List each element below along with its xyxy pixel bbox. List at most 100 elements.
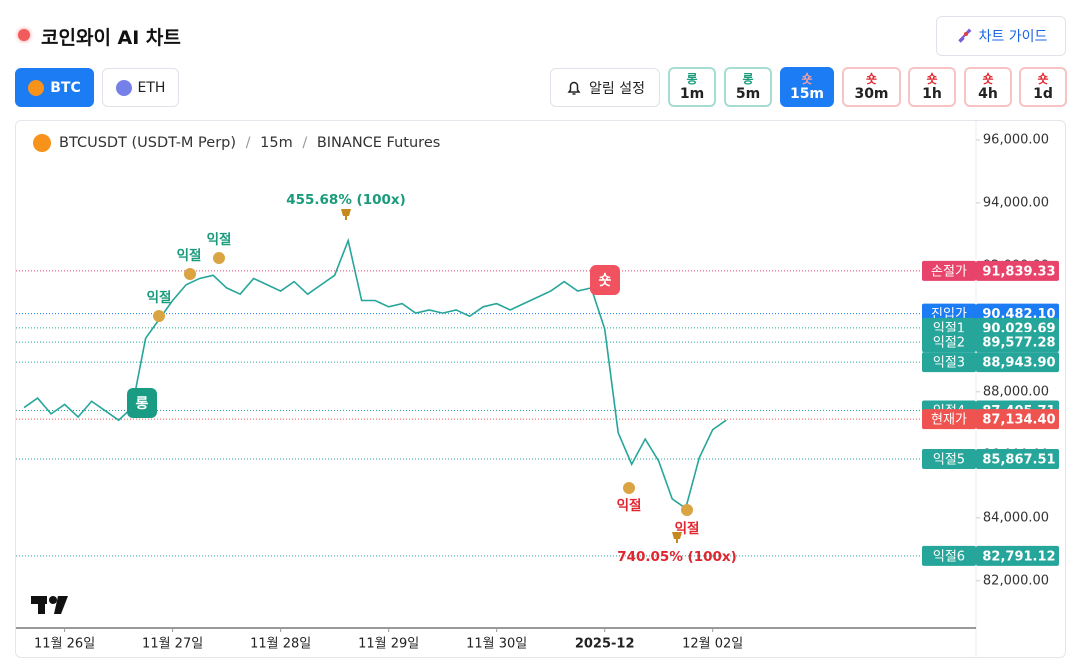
x-tick-label: 11월 29일 [358,637,419,652]
interval-side: 롱 [742,72,754,86]
chart: BTCUSDT (USDT-M Perp) / 15m / BINANCE Fu… [15,120,1066,658]
bell-icon [567,81,581,95]
legend-separator: / [302,135,307,151]
interval-label: 5m [735,86,761,102]
annotation: 익절 [147,289,172,306]
legend: BTCUSDT (USDT-M Perp) / 15m / BINANCE Fu… [59,135,440,151]
moneybag-icon [213,252,225,264]
moneybag-icon [681,504,693,516]
interval-button[interactable]: 숏 1h [908,67,956,107]
tv-logo [31,596,68,614]
annotation: 455.68% (100x) [286,192,406,208]
trade-marker-label: 숏 [599,273,612,289]
status-dot [18,29,30,41]
price-tag-name: 손절가 [931,264,967,279]
price-tag-value-bg [976,448,1059,469]
price-tag-name: 익절3 [933,356,965,371]
y-tick-label: 84,000.00 [983,510,1049,525]
interval-side: 숏 [865,72,878,86]
interval-label: 15m [789,86,825,102]
interval-button[interactable]: 숏 4h [964,67,1012,107]
price-tag-value-bg [976,409,1059,430]
annotation: 익절 [207,231,232,248]
moneybag-icon [184,268,196,280]
alert-button[interactable]: 알림 설정 [550,68,660,107]
trade-marker [590,265,620,295]
legend-symbol: BTCUSDT (USDT-M Perp) [59,135,236,151]
moneybag-icon [153,310,165,322]
price-tag-name-bg [922,352,976,373]
interval-label: 1d [1033,86,1053,102]
legend-separator: / [246,135,251,151]
interval-button[interactable]: 숏 1d [1019,67,1067,107]
interval-button[interactable]: 롱 1m [668,67,716,107]
interval-button[interactable]: 숏 30m [842,67,901,107]
interval-label: 4h [978,86,998,102]
price-tag-value-bg [976,260,1059,281]
interval-label: 1m [679,86,705,102]
annotation: 익절 [617,497,642,514]
interval-side: 숏 [801,72,813,86]
price-tag-name: 익절6 [933,549,965,564]
price-tag-name-bg [922,545,976,566]
x-tick-label: 2025-12 [575,637,635,652]
annotation: 익절 [177,247,202,264]
guide-label: 차트 가이드 [978,29,1048,45]
price-tag-name: 익절2 [933,336,965,351]
price-line-series [23,237,727,510]
moneybag-icon [623,482,635,494]
y-tick-label: 88,000.00 [983,384,1049,399]
legend-box [22,129,436,157]
y-tick-label: 96,000.00 [983,132,1049,147]
interval-side: 숏 [1037,72,1049,86]
symbol-label: BTC [50,79,81,96]
price-tag-name-bg [922,332,976,353]
price-tag-value-bg [976,332,1059,353]
x-tick-label: 11월 27일 [142,637,203,652]
interval-label: 30m [854,86,889,102]
price-tag-value: 85,867.51 [982,452,1055,467]
interval-button[interactable]: 롱 5m [724,67,772,107]
trophy-icon [341,209,351,220]
interval-button[interactable]: 숏 15m [780,67,834,107]
price-tag-name-bg [922,260,976,281]
eth-icon [115,79,132,96]
trade-marker [127,388,157,418]
symbol-label: ETH [137,79,166,96]
btc-icon [28,79,45,96]
x-tick-label: 12월 02일 [682,637,743,652]
trade-marker-label: 롱 [136,396,149,412]
trophy-icon [672,532,682,543]
price-tag-name: 익절5 [933,452,965,467]
price-tag-value: 91,839.33 [982,264,1055,279]
x-tick-label: 11월 26일 [34,637,95,652]
y-tick-label: 82,000.00 [983,573,1049,588]
price-tag-value: 87,134.40 [982,413,1055,428]
y-tick-label: 94,000.00 [983,195,1049,210]
price-tag-name: 현재가 [931,413,967,428]
interval-label: 1h [922,86,942,102]
annotation: 740.05% (100x) [617,549,737,565]
legend-exchange: BINANCE Futures [317,135,440,151]
symbol-tab[interactable]: BTC [15,68,94,107]
price-tag-value: 89,577.28 [982,336,1055,351]
price-tag-value-bg [976,545,1059,566]
price-tag-name-bg [922,409,976,430]
price-tag-value: 88,943.90 [982,356,1055,371]
interval-side: 숏 [926,72,938,86]
price-tag-name-bg [922,448,976,469]
alert-label: 알림 설정 [589,80,645,97]
price-tag-value: 82,791.12 [982,549,1055,564]
rocket-icon [957,28,972,43]
x-tick-label: 11월 30일 [466,637,527,652]
price-tag-value-bg [976,352,1059,373]
guide-button[interactable]: 차트 가이드 [936,16,1066,56]
symbol-tab[interactable]: ETH [102,68,179,107]
x-tick-label: 11월 28일 [250,637,311,652]
interval-side: 롱 [686,72,698,86]
legend-interval: 15m [260,135,293,151]
btc-icon [33,134,51,152]
page-title: 코인와이 AI 차트 [41,27,181,49]
interval-side: 숏 [982,72,994,86]
